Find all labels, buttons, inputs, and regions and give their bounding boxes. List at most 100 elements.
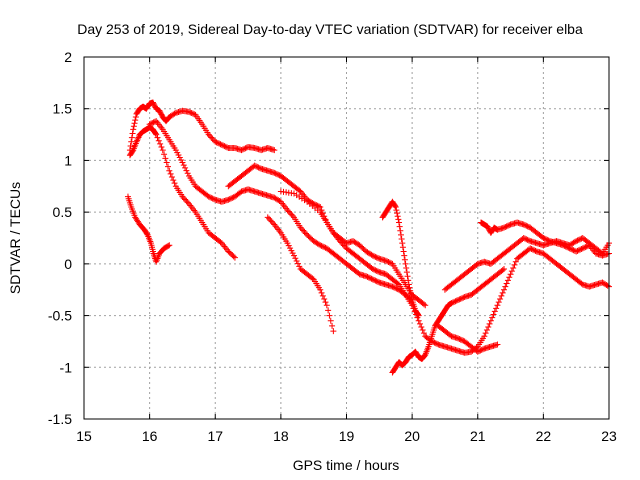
data-point [507, 271, 514, 278]
data-point [217, 141, 224, 148]
series-track-12 [435, 322, 501, 355]
data-point [229, 194, 236, 201]
data-point [457, 336, 464, 343]
data-point [405, 277, 412, 284]
data-point [146, 121, 153, 128]
data-point [144, 230, 150, 237]
data-point [369, 276, 376, 283]
data-point [126, 147, 133, 154]
data-point [506, 222, 513, 229]
data-point [390, 284, 397, 291]
data-point [363, 273, 370, 280]
data-point [545, 237, 552, 244]
data-point [544, 236, 551, 243]
data-point [396, 219, 402, 226]
data-point [395, 216, 402, 223]
data-point [171, 110, 178, 117]
data-point [129, 148, 136, 155]
data-point [371, 266, 378, 273]
data-point [578, 245, 585, 252]
data-point [508, 268, 515, 275]
data-point [297, 224, 304, 231]
data-point [392, 284, 399, 291]
data-point [242, 145, 249, 152]
data-point [212, 138, 219, 145]
data-point [373, 267, 380, 274]
data-point [322, 299, 329, 306]
data-point [371, 253, 378, 260]
data-point [153, 131, 160, 138]
y-tick-label: -1 [60, 359, 73, 375]
data-point [541, 235, 548, 242]
data-point [367, 275, 374, 282]
data-point [501, 266, 507, 273]
data-point [301, 229, 308, 236]
data-point [127, 142, 134, 149]
data-point [300, 227, 307, 234]
data-point [329, 322, 336, 329]
data-point [317, 286, 324, 293]
data-point [315, 241, 322, 248]
data-point [226, 196, 233, 203]
data-point [267, 217, 274, 224]
data-point [399, 240, 406, 247]
data-point [489, 314, 496, 321]
x-tick-label: 16 [142, 428, 158, 444]
data-point [561, 242, 568, 249]
data-point [566, 245, 573, 252]
data-point [582, 244, 589, 251]
axis-ticks: 15 16 17 18 19 20 21 22 23 -1.5 -1 -0.5 0 0.5 1 1.5 2 [48, 49, 617, 444]
data-point [397, 227, 404, 234]
data-point [184, 199, 191, 206]
data-point [382, 257, 389, 264]
data-point [271, 169, 278, 176]
data-point [207, 194, 213, 201]
data-point [497, 296, 504, 303]
data-point [459, 295, 465, 302]
data-point [205, 131, 212, 138]
data-point [187, 109, 194, 116]
data-point [323, 302, 330, 309]
data-point [574, 247, 581, 254]
data-point [398, 236, 405, 243]
data-point [129, 130, 136, 137]
data-point [455, 297, 462, 304]
data-point [294, 260, 301, 267]
data-point [502, 283, 509, 290]
data-point [158, 143, 165, 150]
data-point [186, 108, 192, 115]
data-point [166, 167, 173, 174]
data-point [384, 258, 391, 265]
data-point [415, 311, 422, 318]
data-point [459, 337, 465, 344]
data-point [528, 245, 535, 252]
data-point [473, 261, 480, 268]
data-point [400, 248, 407, 255]
data-point [210, 196, 217, 203]
data-point [149, 119, 156, 126]
series-track-7 [277, 188, 429, 309]
data-point [162, 155, 169, 162]
data-point [449, 299, 456, 306]
data-point [483, 327, 490, 334]
data-point [132, 113, 139, 120]
x-tick-label: 22 [536, 428, 552, 444]
data-point [321, 296, 328, 303]
series-track-10 [441, 235, 612, 293]
data-point [490, 311, 497, 318]
data-point [319, 243, 326, 250]
data-point [221, 143, 228, 150]
data-point [485, 323, 492, 330]
data-point [502, 224, 509, 231]
data-point [355, 270, 362, 277]
data-point [165, 163, 171, 170]
data-point [393, 207, 400, 214]
data-point [371, 276, 378, 283]
data-point [315, 203, 322, 210]
data-point [313, 202, 320, 209]
data-point [480, 346, 486, 353]
y-axis-label: SDTVAR / TECUs [7, 182, 23, 294]
data-point [134, 135, 141, 142]
data-point [155, 137, 162, 144]
